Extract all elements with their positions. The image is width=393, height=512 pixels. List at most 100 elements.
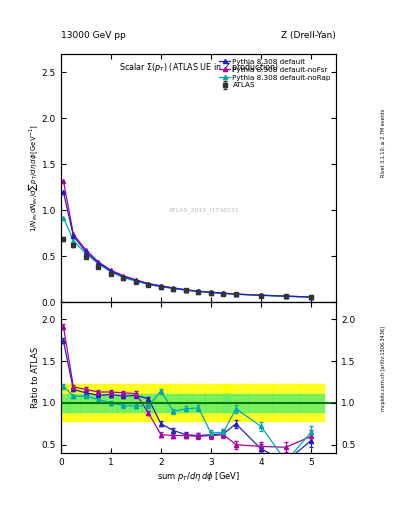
Bar bbox=[105, 385, 117, 421]
Pythia 8.308 default bbox=[146, 281, 151, 287]
Bar bbox=[180, 394, 192, 412]
Pythia 8.308 default bbox=[108, 268, 113, 274]
Text: 13000 GeV pp: 13000 GeV pp bbox=[61, 31, 126, 40]
Bar bbox=[105, 394, 117, 412]
Pythia 8.308 default-noRap bbox=[184, 287, 188, 293]
Pythia 8.308 default-noFsr bbox=[284, 293, 288, 299]
Pythia 8.308 default bbox=[171, 285, 176, 291]
Bar bbox=[142, 394, 155, 412]
Pythia 8.308 default-noFsr bbox=[84, 247, 88, 253]
Bar bbox=[192, 385, 205, 421]
Pythia 8.308 default bbox=[284, 293, 288, 299]
Pythia 8.308 default bbox=[309, 294, 313, 300]
Bar bbox=[117, 394, 130, 412]
Bar bbox=[248, 394, 274, 412]
Pythia 8.308 default-noFsr bbox=[196, 288, 201, 294]
Pythia 8.308 default-noRap bbox=[121, 274, 126, 281]
Pythia 8.308 default-noRap bbox=[84, 250, 88, 257]
Pythia 8.308 default bbox=[233, 291, 238, 297]
Pythia 8.308 default-noFsr bbox=[171, 285, 176, 291]
Bar bbox=[180, 385, 192, 421]
Y-axis label: $1/N_{ev}\,dN_{ev}/d\sum p_T/d\eta\,d\phi\,[\mathrm{GeV}^{-1}]$: $1/N_{ev}\,dN_{ev}/d\sum p_T/d\eta\,d\ph… bbox=[28, 124, 40, 232]
Bar bbox=[274, 385, 299, 421]
X-axis label: sum $p_T/d\eta\,d\phi$ [GeV]: sum $p_T/d\eta\,d\phi$ [GeV] bbox=[157, 470, 240, 483]
Text: Z (Drell-Yan): Z (Drell-Yan) bbox=[281, 31, 336, 40]
Bar bbox=[130, 385, 142, 421]
Bar bbox=[274, 394, 299, 412]
Pythia 8.308 default-noRap bbox=[171, 286, 176, 292]
Bar bbox=[92, 394, 105, 412]
Text: mcplots.cern.ch [arXiv:1306.3436]: mcplots.cern.ch [arXiv:1306.3436] bbox=[381, 326, 386, 411]
Pythia 8.308 default bbox=[196, 288, 201, 294]
Pythia 8.308 default bbox=[159, 283, 163, 289]
Pythia 8.308 default bbox=[134, 277, 138, 283]
Pythia 8.308 default-noRap bbox=[309, 294, 313, 301]
Pythia 8.308 default-noRap bbox=[209, 289, 213, 295]
Bar bbox=[299, 385, 323, 421]
Bar bbox=[167, 394, 180, 412]
Pythia 8.308 default-noFsr bbox=[108, 267, 113, 273]
Bar bbox=[155, 385, 167, 421]
Pythia 8.308 default-noRap bbox=[134, 278, 138, 284]
Pythia 8.308 default bbox=[61, 189, 66, 195]
Pythia 8.308 default-noRap bbox=[61, 215, 66, 221]
Bar bbox=[57, 385, 70, 421]
Bar bbox=[67, 394, 80, 412]
Pythia 8.308 default-noFsr bbox=[233, 291, 238, 297]
Bar bbox=[217, 394, 230, 412]
Y-axis label: Ratio to ATLAS: Ratio to ATLAS bbox=[31, 347, 40, 409]
Pythia 8.308 default-noRap bbox=[196, 288, 201, 294]
Pythia 8.308 default bbox=[96, 260, 101, 266]
Pythia 8.308 default-noFsr bbox=[121, 272, 126, 279]
Line: Pythia 8.308 default-noFsr: Pythia 8.308 default-noFsr bbox=[61, 179, 313, 299]
Pythia 8.308 default bbox=[121, 273, 126, 280]
Bar bbox=[67, 385, 80, 421]
Pythia 8.308 default-noFsr bbox=[61, 178, 66, 184]
Text: Scalar $\Sigma(p_T)$ (ATLAS UE in $Z$ production): Scalar $\Sigma(p_T)$ (ATLAS UE in $Z$ pr… bbox=[119, 61, 278, 74]
Pythia 8.308 default-noRap bbox=[96, 261, 101, 267]
Pythia 8.308 default-noRap bbox=[221, 290, 226, 296]
Bar bbox=[155, 394, 167, 412]
Bar bbox=[130, 394, 142, 412]
Line: Pythia 8.308 default: Pythia 8.308 default bbox=[61, 190, 313, 299]
Pythia 8.308 default bbox=[84, 249, 88, 255]
Pythia 8.308 default-noRap bbox=[146, 282, 151, 288]
Bar bbox=[205, 394, 217, 412]
Pythia 8.308 default-noRap bbox=[108, 269, 113, 275]
Bar bbox=[80, 394, 92, 412]
Text: ATLAS_2019_I1736531: ATLAS_2019_I1736531 bbox=[169, 207, 239, 214]
Bar bbox=[217, 385, 230, 421]
Bar bbox=[248, 385, 274, 421]
Pythia 8.308 default-noRap bbox=[71, 238, 76, 244]
Pythia 8.308 default-noFsr bbox=[209, 289, 213, 295]
Pythia 8.308 default-noFsr bbox=[71, 231, 76, 238]
Bar bbox=[80, 385, 92, 421]
Pythia 8.308 default-noFsr bbox=[221, 290, 226, 296]
Pythia 8.308 default-noRap bbox=[159, 284, 163, 290]
Bar bbox=[117, 385, 130, 421]
Pythia 8.308 default-noFsr bbox=[184, 287, 188, 293]
Pythia 8.308 default-noRap bbox=[259, 292, 263, 298]
Bar bbox=[167, 385, 180, 421]
Bar bbox=[57, 394, 70, 412]
Pythia 8.308 default bbox=[184, 287, 188, 293]
Pythia 8.308 default bbox=[209, 289, 213, 295]
Line: Pythia 8.308 default-noRap: Pythia 8.308 default-noRap bbox=[61, 216, 313, 300]
Bar bbox=[142, 385, 155, 421]
Pythia 8.308 default-noFsr bbox=[159, 283, 163, 289]
Bar bbox=[224, 394, 248, 412]
Pythia 8.308 default bbox=[259, 292, 263, 298]
Bar bbox=[192, 394, 205, 412]
Legend: Pythia 8.308 default, Pythia 8.308 default-noFsr, Pythia 8.308 default-noRap, AT: Pythia 8.308 default, Pythia 8.308 defau… bbox=[218, 57, 332, 90]
Bar bbox=[205, 385, 217, 421]
Pythia 8.308 default-noFsr bbox=[146, 281, 151, 287]
Bar bbox=[92, 385, 105, 421]
Pythia 8.308 default-noFsr bbox=[96, 259, 101, 265]
Pythia 8.308 default-noRap bbox=[284, 293, 288, 300]
Pythia 8.308 default-noFsr bbox=[134, 277, 138, 283]
Pythia 8.308 default bbox=[71, 233, 76, 239]
Pythia 8.308 default-noFsr bbox=[309, 294, 313, 300]
Bar bbox=[299, 394, 323, 412]
Text: Rivet 3.1.10, ≥ 2.7M events: Rivet 3.1.10, ≥ 2.7M events bbox=[381, 109, 386, 178]
Pythia 8.308 default-noRap bbox=[233, 291, 238, 297]
